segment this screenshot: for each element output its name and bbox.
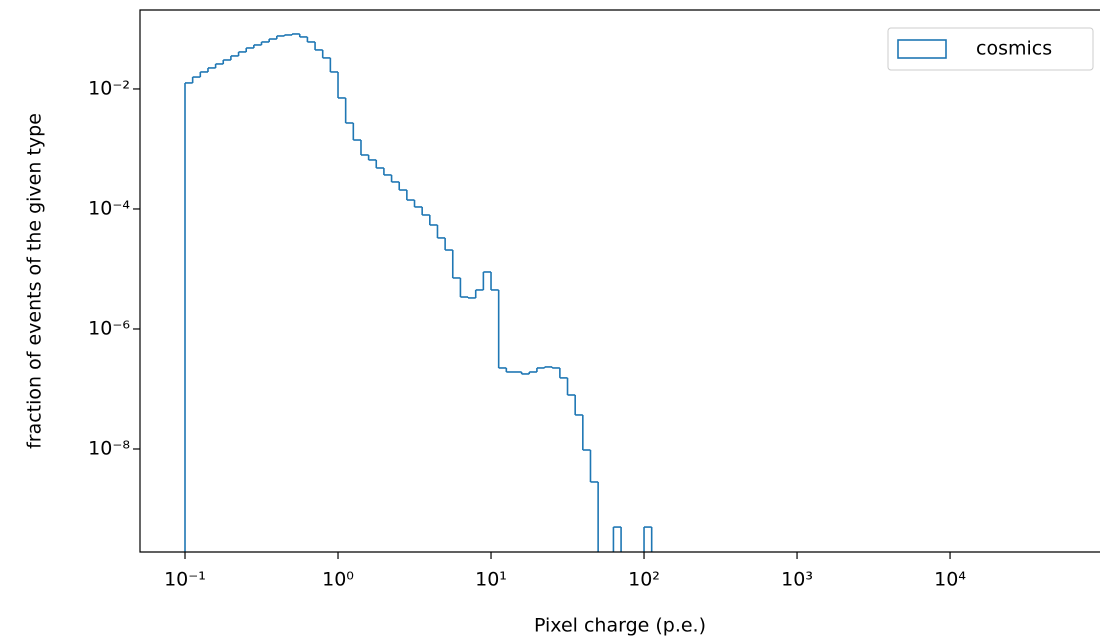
x-tick-label: 10⁰ — [322, 569, 354, 591]
plot-area — [184, 33, 653, 552]
y-tick-label: 10⁻⁸ — [88, 437, 130, 459]
legend-swatch — [897, 39, 947, 59]
x-axis-label: Pixel charge (p.e.) — [534, 615, 706, 637]
y-axis-label: fraction of events of the given type — [24, 113, 46, 449]
legend-box — [887, 27, 1094, 71]
y-tick-label: 10⁻⁶ — [88, 317, 130, 339]
y-tick-label: 10⁻⁴ — [88, 197, 130, 219]
legend-label: cosmics — [976, 38, 1052, 60]
x-tick-label: 10⁴ — [934, 569, 966, 591]
axes-frame — [139, 9, 1100, 553]
x-tick-label: 10⁻¹ — [164, 569, 206, 591]
y-tick-label: 10⁻² — [88, 77, 130, 99]
x-tick-label: 10¹ — [475, 569, 507, 591]
x-tick-label: 10² — [628, 569, 660, 591]
x-tick-label: 10³ — [781, 569, 813, 591]
hist-riser — [184, 33, 653, 552]
